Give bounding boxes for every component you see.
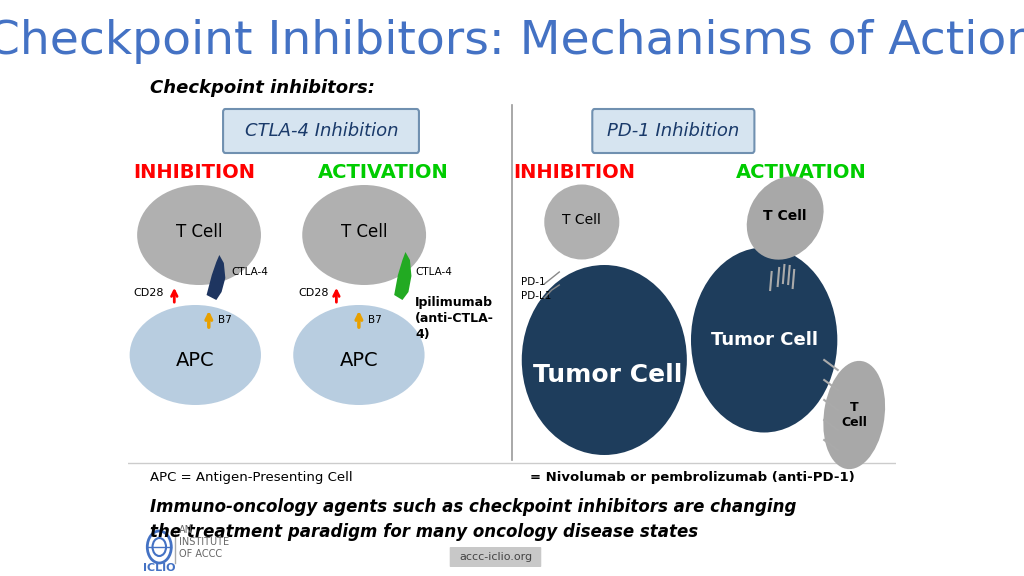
Text: T Cell: T Cell — [764, 209, 807, 223]
Text: CTLA-4: CTLA-4 — [231, 267, 268, 277]
Text: PD-1: PD-1 — [521, 277, 546, 287]
Ellipse shape — [691, 248, 838, 433]
Ellipse shape — [522, 265, 687, 455]
Text: B7: B7 — [218, 315, 231, 325]
Text: Checkpoint Inhibitors: Mechanisms of Action: Checkpoint Inhibitors: Mechanisms of Act… — [0, 20, 1024, 65]
Text: ACTIVATION: ACTIVATION — [736, 162, 867, 181]
Ellipse shape — [137, 185, 261, 285]
Text: Immuno-oncology agents such as checkpoint inhibitors are changing
the treatment : Immuno-oncology agents such as checkpoin… — [151, 498, 797, 541]
Ellipse shape — [293, 305, 425, 405]
Ellipse shape — [823, 361, 885, 469]
Polygon shape — [207, 255, 225, 300]
FancyBboxPatch shape — [223, 109, 419, 153]
Text: INHIBITION: INHIBITION — [513, 162, 635, 181]
Ellipse shape — [130, 305, 261, 405]
Text: T Cell: T Cell — [341, 223, 387, 241]
Ellipse shape — [302, 185, 426, 285]
Text: CTLA-4 Inhibition: CTLA-4 Inhibition — [245, 122, 398, 140]
FancyBboxPatch shape — [592, 109, 755, 153]
Text: PD-L1: PD-L1 — [521, 291, 551, 301]
Text: APC: APC — [340, 351, 378, 369]
Text: PD-1 Inhibition: PD-1 Inhibition — [607, 122, 739, 140]
Text: B7: B7 — [368, 315, 382, 325]
Text: Tumor Cell: Tumor Cell — [534, 363, 683, 387]
Text: T Cell: T Cell — [176, 223, 222, 241]
Text: APC = Antigen-Presenting Cell: APC = Antigen-Presenting Cell — [151, 472, 353, 484]
Text: T Cell: T Cell — [562, 213, 601, 227]
Text: accc-iclio.org: accc-iclio.org — [459, 552, 532, 562]
Text: INHIBITION: INHIBITION — [133, 162, 255, 181]
Text: AN
INSTITUTE
OF ACCC: AN INSTITUTE OF ACCC — [179, 525, 229, 559]
Ellipse shape — [545, 184, 620, 260]
Text: Checkpoint inhibitors:: Checkpoint inhibitors: — [151, 79, 375, 97]
Ellipse shape — [746, 176, 823, 260]
Text: CD28: CD28 — [133, 288, 164, 298]
Text: CTLA-4: CTLA-4 — [415, 267, 452, 277]
Text: = Nivolumab or pembrolizumab (anti-PD-1): = Nivolumab or pembrolizumab (anti-PD-1) — [530, 472, 855, 484]
Text: ICLIO: ICLIO — [143, 563, 175, 573]
Polygon shape — [394, 252, 412, 300]
Text: T
Cell: T Cell — [842, 401, 867, 429]
Text: ACTIVATION: ACTIVATION — [317, 162, 449, 181]
FancyBboxPatch shape — [450, 547, 542, 567]
Text: CD28: CD28 — [299, 288, 329, 298]
Text: Tumor Cell: Tumor Cell — [711, 331, 817, 349]
Text: Ipilimumab
(anti-CTLA-
4): Ipilimumab (anti-CTLA- 4) — [415, 296, 494, 341]
Text: APC: APC — [176, 351, 215, 369]
